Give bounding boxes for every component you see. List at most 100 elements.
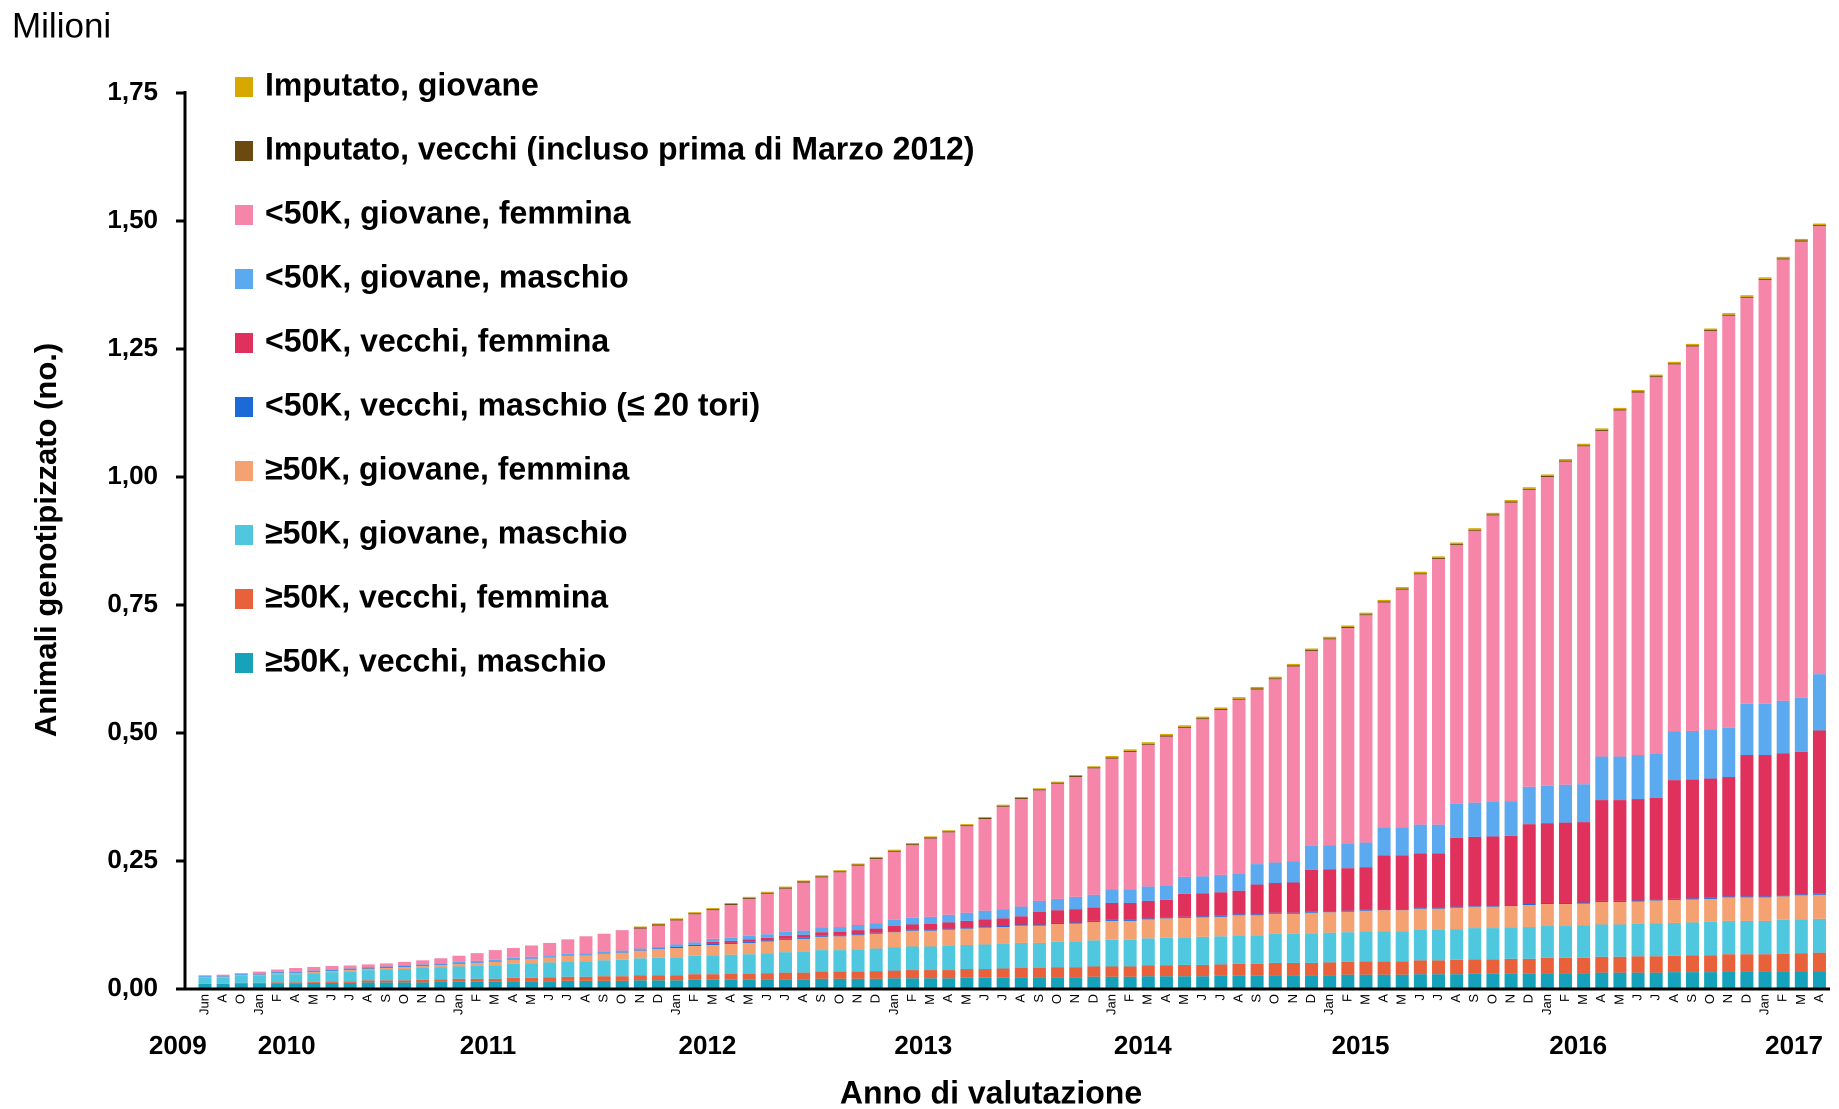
bar-segment: [1359, 961, 1373, 975]
bar-segment: [434, 979, 448, 982]
bar-segment: [1595, 800, 1609, 901]
bar-segment: [652, 924, 665, 926]
bar-segment: [1268, 678, 1282, 680]
bar-segment: [307, 982, 321, 989]
bar-segment: [960, 920, 974, 928]
bar-segment: [289, 971, 303, 973]
bar-segment: [760, 937, 774, 941]
x-tick-label: D: [868, 994, 883, 1003]
bar-segment: [1685, 922, 1699, 956]
bar-segment: [252, 974, 266, 975]
bar-segment: [506, 959, 520, 964]
bar-segment: [1341, 932, 1355, 962]
bar-segment: [1395, 909, 1409, 911]
x-tick-label: J: [559, 994, 574, 1001]
bar-segment: [271, 972, 285, 974]
bar-segment: [1032, 924, 1046, 926]
x-tick-label: Jan: [251, 994, 266, 1015]
bar-segment: [1776, 700, 1790, 754]
x-tick-label: F: [1557, 994, 1572, 1002]
bar-segment: [1685, 343, 1699, 346]
bar-segment: [688, 944, 702, 946]
bar-segment: [1014, 925, 1028, 943]
bar-segment: [1305, 975, 1319, 989]
bar-segment: [1722, 314, 1736, 316]
bar-segment: [1631, 799, 1645, 901]
bar-segment: [1740, 920, 1754, 955]
bar-segment: [1305, 869, 1319, 912]
bar-segment: [252, 973, 266, 975]
bar-segment: [1504, 501, 1518, 503]
bar-segment: [1069, 922, 1083, 924]
bar-segment: [1450, 544, 1464, 546]
bar-segment: [1577, 445, 1591, 447]
bar-segment: [1722, 313, 1736, 315]
bar-segment: [1794, 895, 1808, 920]
x-tick-label: D: [1085, 994, 1100, 1003]
legend-swatch: [235, 397, 253, 417]
bar-segment: [1740, 297, 1754, 704]
bar-segment: [1214, 964, 1228, 976]
x-tick-label: M: [1140, 994, 1155, 1005]
bar-segment: [1432, 558, 1446, 825]
bar-segment: [216, 974, 230, 976]
x-tick-label: A: [1230, 994, 1245, 1003]
bar-segment: [851, 925, 865, 931]
bar-segment: [797, 972, 811, 980]
bar-segment: [1486, 515, 1500, 802]
bar-segment: [833, 872, 847, 928]
x-tick-label: S: [596, 994, 611, 1003]
bar-segment: [543, 981, 557, 989]
bar-segment: [452, 963, 466, 967]
bar-segment: [1032, 900, 1046, 912]
bar-segment: [452, 978, 466, 982]
bar-segment: [252, 982, 266, 984]
bar-segment: [1341, 961, 1355, 975]
bar-segment: [1631, 392, 1645, 756]
bar-segment: [1432, 960, 1446, 975]
bar-segment: [851, 863, 865, 865]
bar-segment: [361, 970, 375, 981]
bar-segment: [760, 893, 774, 935]
bar-segment: [1232, 963, 1246, 976]
bar-segment: [234, 975, 248, 976]
bar-segment: [343, 969, 357, 971]
bar-segment: [1595, 428, 1609, 430]
bar-segment: [778, 887, 792, 889]
bar-segment: [688, 974, 702, 980]
bar-segment: [506, 948, 520, 958]
bar-segment: [307, 970, 321, 972]
bar-segment: [1704, 778, 1718, 898]
y-tick-label: 1,50: [107, 204, 158, 234]
x-tick-label: A: [1448, 994, 1463, 1003]
bar-segment: [1559, 973, 1572, 989]
bar-segment: [869, 948, 883, 972]
bar-segment: [1776, 256, 1790, 259]
bar-segment: [960, 912, 974, 921]
bar-segment: [960, 824, 974, 826]
bar-segment: [325, 969, 339, 971]
bar-segment: [1794, 697, 1808, 752]
bar-segment: [1758, 755, 1772, 897]
x-tick-label: M: [704, 994, 719, 1005]
x-tick-label: Jan: [1539, 994, 1554, 1015]
bar-segment: [1069, 941, 1083, 968]
bar-segment: [1141, 919, 1155, 939]
bar-segment: [905, 970, 919, 979]
bar-segment: [561, 953, 575, 956]
bar-segment: [488, 961, 502, 962]
bar-segment: [416, 965, 430, 966]
bar-segment: [1214, 709, 1228, 875]
bar-segment: [1577, 973, 1591, 989]
x-tick-label: D: [1521, 994, 1536, 1003]
bar-segment: [851, 971, 865, 979]
bar-segment: [1468, 928, 1482, 960]
bar-segment: [851, 978, 865, 989]
bar-segment: [1268, 679, 1282, 863]
bar-segment: [1069, 777, 1083, 897]
x-tick-label: J: [1412, 994, 1427, 1001]
bar-segment: [1178, 727, 1192, 877]
bar-segment: [851, 949, 865, 972]
bar-segment: [198, 977, 212, 978]
bar-segment: [1250, 688, 1264, 690]
